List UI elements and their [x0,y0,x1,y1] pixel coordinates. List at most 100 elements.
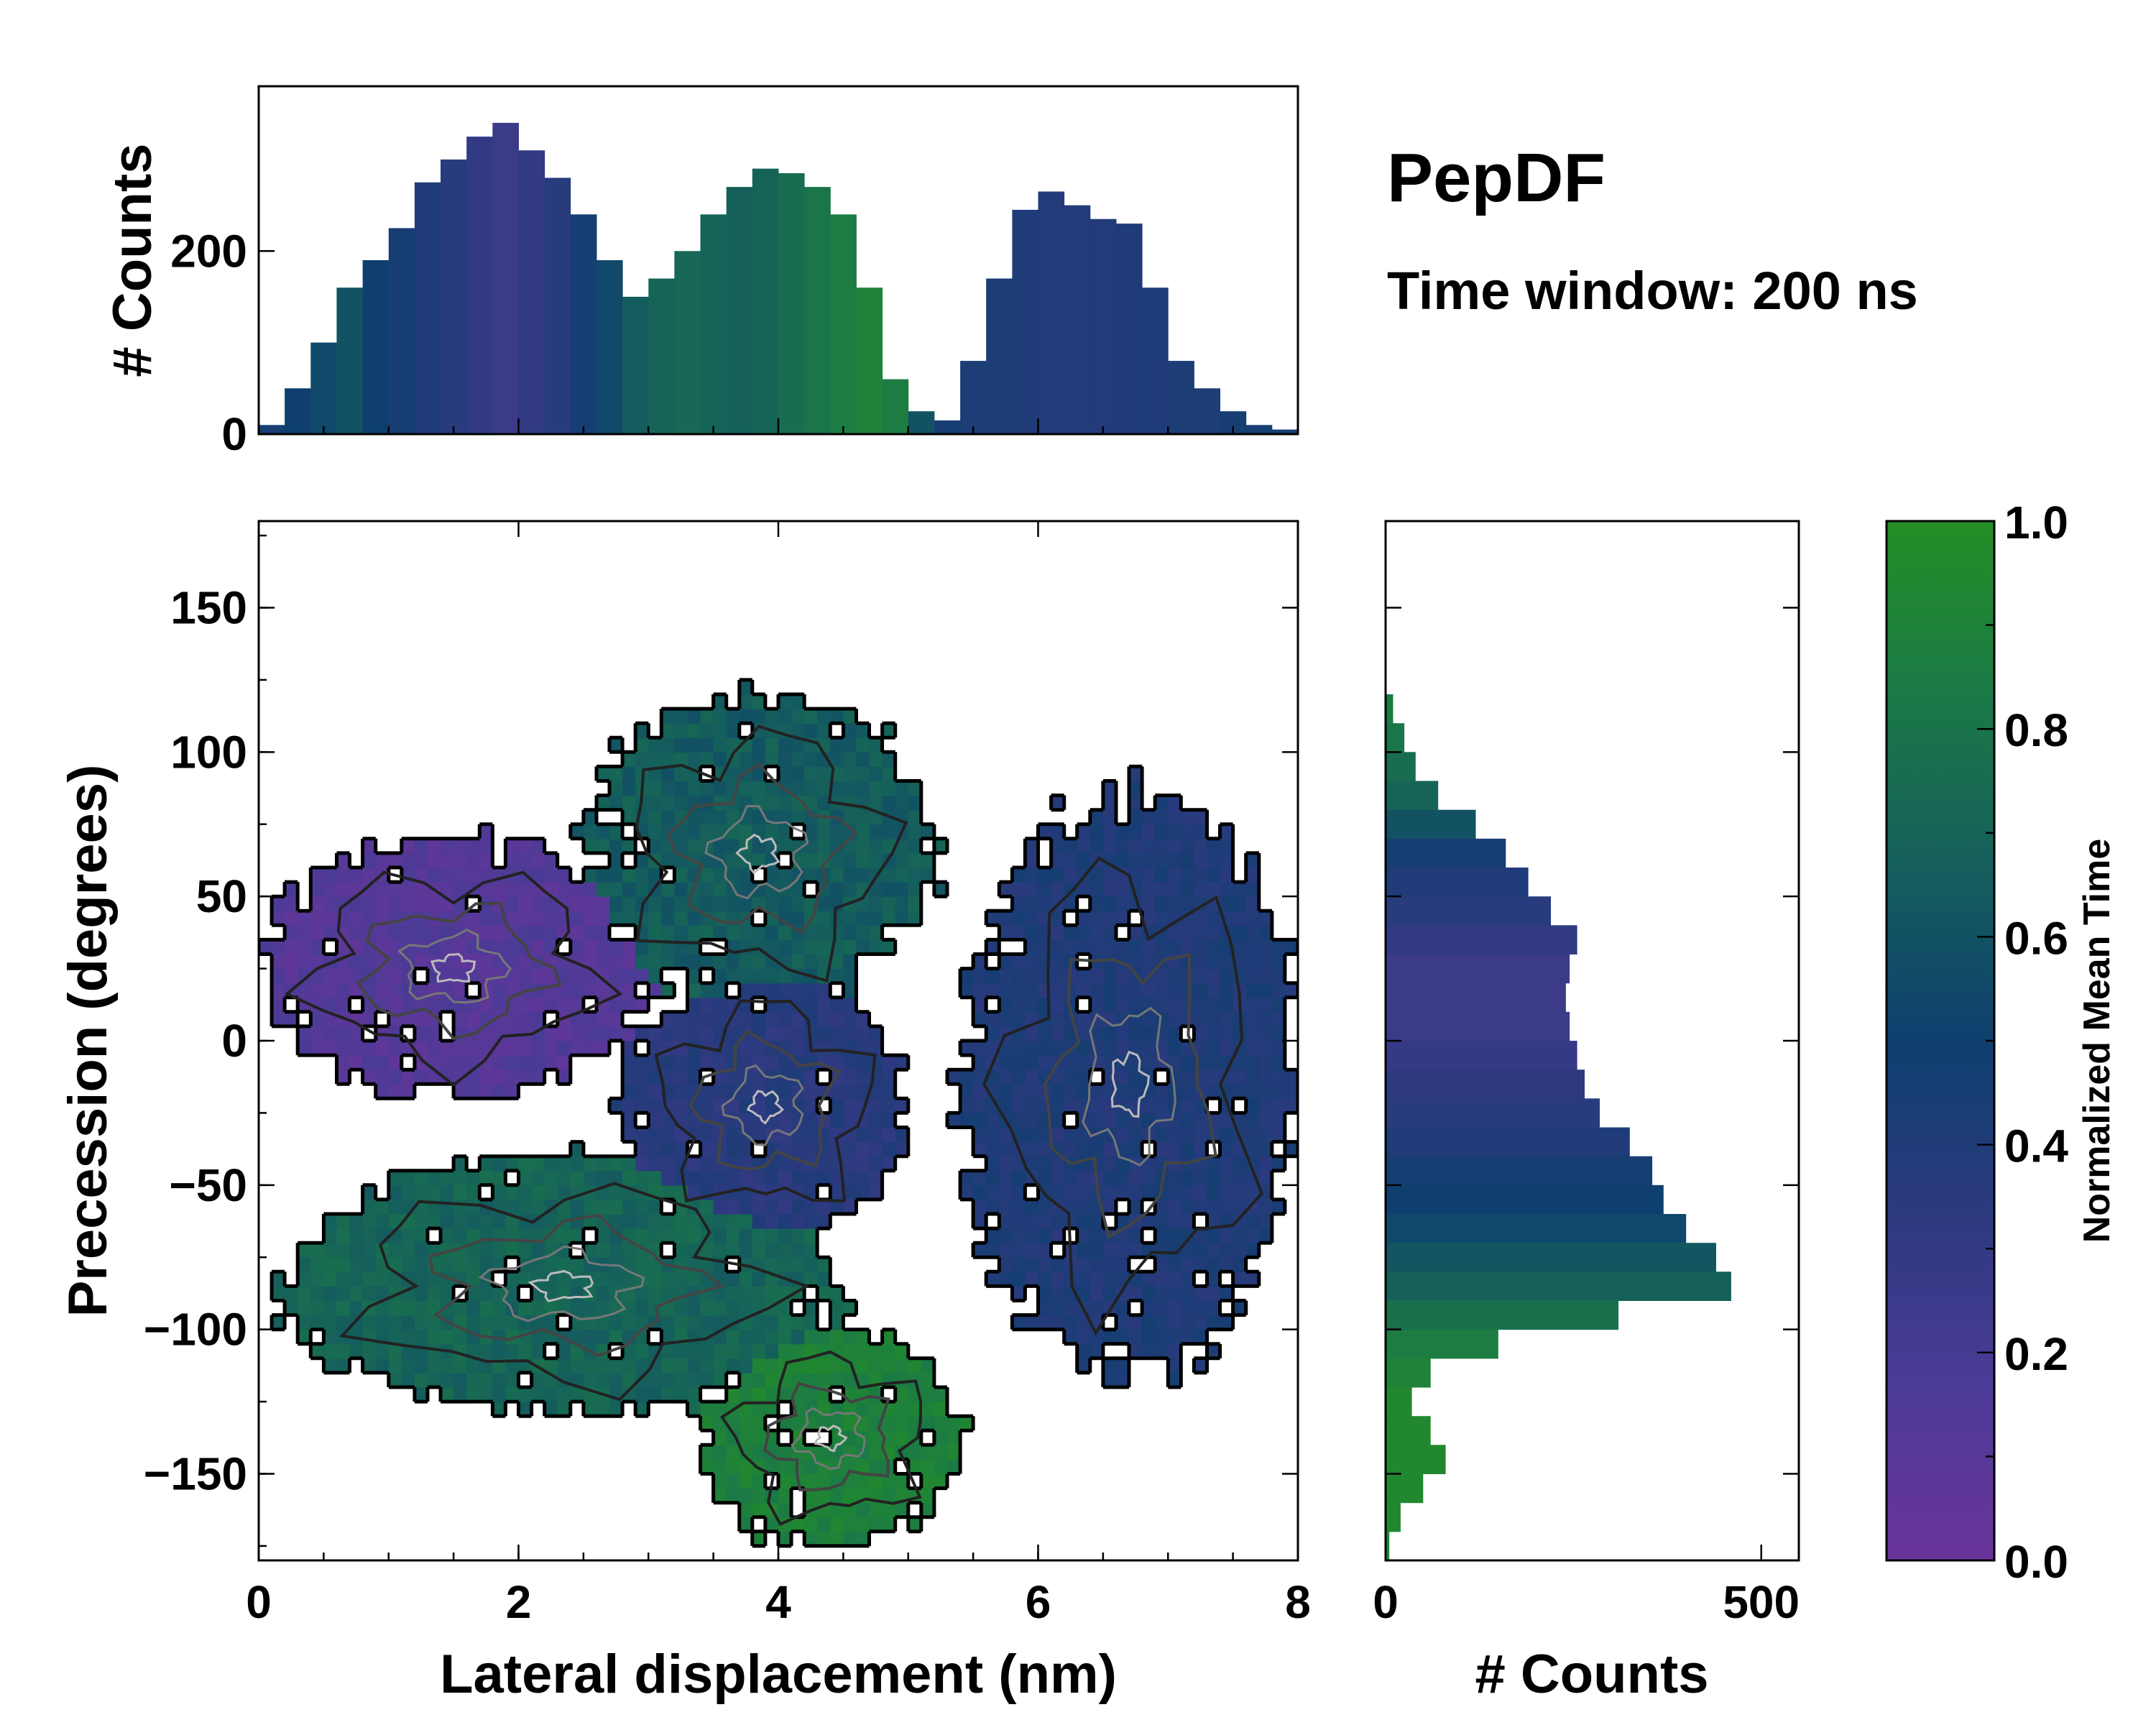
heatmap-cell [973,1098,987,1113]
heatmap-cell [557,1041,571,1056]
heatmap-cell [752,1271,766,1287]
heatmap-cell [921,1445,935,1460]
heatmap-cell [1194,925,1208,940]
heatmap-cell [349,968,364,984]
heatmap-cell [401,1315,415,1330]
heatmap-cell [336,1070,351,1085]
top-histogram-bar [622,296,649,434]
heatmap-cell [726,1271,740,1287]
heatmap-cell [583,1011,597,1027]
heatmap-cell [869,1430,883,1445]
heatmap-cell [557,1402,571,1417]
heatmap-cell [830,1329,844,1345]
heatmap-cell [1220,1113,1234,1128]
heatmap-cell [739,1055,753,1070]
heatmap-cell [804,1473,818,1489]
heatmap-cell [778,1343,792,1359]
heatmap-cell [1025,925,1039,940]
heatmap-cell [830,824,844,840]
heatmap-cell [661,896,675,911]
heatmap-cell [882,1156,896,1172]
heatmap-cell [1102,824,1117,840]
top-histogram-bar [1012,209,1038,434]
right-histogram-bar [1386,896,1551,926]
heatmap-cell [1258,1199,1273,1215]
heatmap-cell [557,1055,571,1070]
heatmap-cell [1142,1286,1156,1302]
heatmap-cell [752,1329,766,1345]
heatmap-cell [557,1257,571,1272]
heatmap-cell [856,1416,870,1431]
heatmap-cell [1129,1026,1143,1041]
heatmap-cell [843,1070,857,1085]
heatmap-cell [323,997,338,1013]
heatmap-cell [869,737,883,753]
heatmap-cell [596,1372,610,1388]
heatmap-cell [1220,1257,1234,1272]
heatmap-cell [1220,1184,1234,1200]
colorbar-ticks: 1.00.80.60.40.20.0 [1977,497,2068,1588]
colorbar-tick-label: 0.8 [2004,704,2068,756]
heatmap-cell [752,1445,766,1460]
heatmap-cell [349,1257,364,1272]
heatmap-cell [622,954,636,970]
heatmap-cell [1207,1286,1221,1302]
heatmap-cell [804,752,818,767]
heatmap-cell [765,983,779,998]
heatmap-cell [1051,1041,1065,1056]
heatmap-cell [1207,1070,1221,1085]
heatmap-cell [713,809,727,825]
heatmap-cell [661,1156,675,1172]
heatmap-cell [635,1228,649,1243]
heatmap-cell [856,1517,870,1532]
heatmap-cell [817,1011,831,1027]
heatmap-cell [505,1070,520,1085]
heatmap-cell [635,723,649,738]
heatmap-cell [1142,1055,1156,1070]
heatmap-cell [362,1243,377,1258]
heatmap-cell [388,882,402,897]
heatmap-cell [739,1416,753,1431]
heatmap-cell [466,852,480,868]
heatmap-cell [1129,1070,1143,1085]
heatmap-cell [531,1055,545,1070]
heatmap-cell [791,1098,805,1113]
heatmap-cell [674,1257,688,1272]
heatmap-cell [622,1300,636,1316]
density-contour [735,833,780,875]
heatmap-cell [414,1257,428,1272]
heatmap-cell [908,882,922,897]
heatmap-cell [1025,1113,1039,1128]
heatmap-cell [375,1070,390,1085]
heatmap-cell [648,1199,662,1215]
density-contour [338,1182,811,1402]
heatmap-cell [1155,1228,1169,1243]
heatmap-cell [479,1243,493,1258]
heatmap-cell [752,1214,766,1229]
heatmap-cell [1038,868,1052,883]
heatmap-cell [739,882,753,897]
heatmap-cell [700,983,714,998]
heatmap-cell [1051,1011,1065,1027]
colorbar-tick-label: 0.4 [2004,1121,2068,1172]
heatmap-cell [428,997,441,1013]
heatmap-cell [1064,1184,1078,1200]
heatmap-cell [843,1329,857,1345]
heatmap-cell [895,1416,909,1431]
heatmap-cell [272,968,285,984]
heatmap-cell [453,983,467,998]
heatmap-cell [414,1070,428,1085]
heatmap-cell [1271,1055,1286,1070]
heatmap-cell [1181,1127,1194,1143]
top-histogram-bar [856,288,883,434]
heatmap-cell [804,1329,818,1345]
heatmap-cell [830,781,844,796]
heatmap-cell [986,968,1000,984]
heatmap-cell [648,1214,662,1229]
heatmap-cell [635,1257,649,1272]
heatmap-cell [1258,1141,1273,1157]
heatmap-cell [362,1257,377,1272]
heatmap-cell [908,852,922,868]
heatmap-cell [1168,1358,1181,1374]
heatmap-cell [323,868,338,883]
